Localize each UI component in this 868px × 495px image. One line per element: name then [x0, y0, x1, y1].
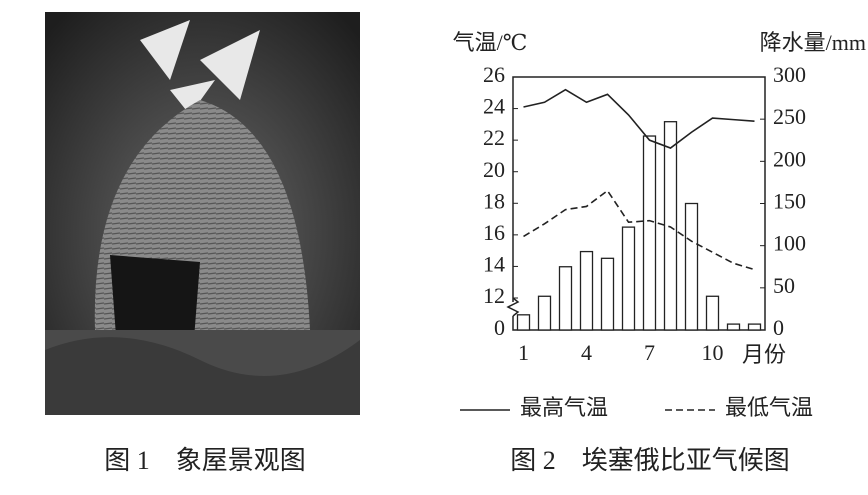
- y-tick-label: 18: [483, 188, 505, 213]
- bar: [705, 295, 720, 331]
- x-tick-label: 7: [644, 340, 655, 365]
- y2-tick-label: 0: [773, 315, 784, 340]
- y2-tick-label: 50: [773, 273, 795, 298]
- y2-axis-label: 降水量/mm: [760, 30, 866, 55]
- x-tick-label: 10: [702, 340, 724, 365]
- bar: [579, 250, 594, 331]
- bar: [600, 257, 615, 331]
- x-axis-label: 月份: [742, 342, 786, 367]
- y-tick-label: 20: [483, 157, 505, 182]
- bar: [642, 135, 657, 331]
- x-tick-label: 1: [518, 340, 529, 365]
- bar: [663, 121, 678, 331]
- y2-tick-label: 100: [773, 231, 806, 256]
- y-tick-label: 22: [483, 125, 505, 150]
- bar: [558, 266, 573, 331]
- y-tick-label: 26: [483, 62, 505, 87]
- axis-break: [506, 297, 520, 317]
- bar: [621, 226, 636, 331]
- y2-tick-label: 150: [773, 189, 806, 214]
- y-axis-label: 气温/℃: [453, 30, 528, 55]
- y2-tick-label: 200: [773, 146, 806, 171]
- axis-frame: [512, 76, 766, 331]
- bar: [726, 323, 741, 331]
- legend-label: 最高气温: [520, 395, 608, 420]
- y-tick-label: 16: [483, 220, 505, 245]
- y-tick-label: 14: [483, 251, 505, 276]
- line: [523, 88, 755, 149]
- figure-caption: 图 1 象屋景观图: [104, 446, 306, 475]
- x-tick-label: 4: [581, 340, 592, 365]
- bar: [684, 202, 699, 331]
- legend-label: 最低气温: [725, 395, 813, 420]
- y-tick-label: 0: [494, 315, 505, 340]
- bar: [516, 314, 531, 331]
- y2-tick-label: 300: [773, 62, 806, 87]
- chart-title: 图 2 埃塞俄比亚气候图: [510, 446, 790, 475]
- y2-tick-label: 250: [773, 104, 806, 129]
- bar: [747, 323, 762, 331]
- line: [523, 189, 755, 271]
- y-tick-label: 24: [483, 94, 505, 119]
- photo: [45, 12, 360, 415]
- y-tick-label: 12: [483, 283, 505, 308]
- bar: [537, 295, 552, 331]
